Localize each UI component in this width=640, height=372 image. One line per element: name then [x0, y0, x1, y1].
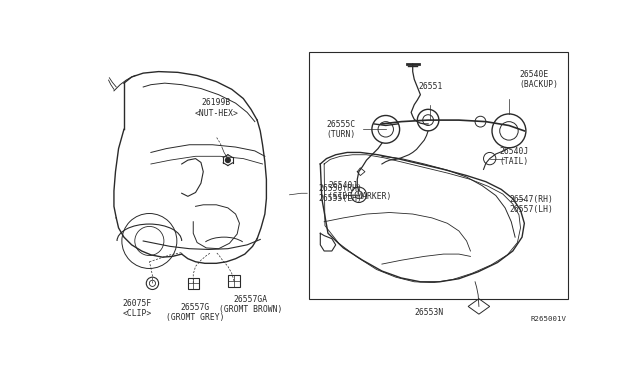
- Text: 26199B
<NUT-HEX>: 26199B <NUT-HEX>: [195, 98, 238, 118]
- Text: 26557G
(GROMT GREY): 26557G (GROMT GREY): [166, 302, 225, 322]
- Text: 26557GA
(GROMT BROWN): 26557GA (GROMT BROWN): [220, 295, 283, 314]
- Bar: [228, 275, 240, 287]
- Circle shape: [225, 157, 231, 163]
- Text: 26075F
<CLIP>: 26075F <CLIP>: [122, 299, 152, 318]
- Text: 26550(RH)
26555(LH): 26550(RH) 26555(LH): [318, 183, 362, 203]
- Text: 26540J
(SIDE MARKER): 26540J (SIDE MARKER): [328, 181, 392, 201]
- Text: 26540E
(BACKUP): 26540E (BACKUP): [519, 70, 558, 89]
- Bar: [188, 278, 198, 289]
- Text: 26540J
(TAIL): 26540J (TAIL): [500, 147, 529, 166]
- Bar: [308, 52, 568, 299]
- Text: 26551: 26551: [418, 82, 443, 91]
- Text: 26555C
(TURN): 26555C (TURN): [326, 120, 356, 139]
- Text: 26547(RH)
26557(LH): 26547(RH) 26557(LH): [509, 195, 554, 214]
- Text: 26553N: 26553N: [414, 308, 444, 317]
- Text: R265001V: R265001V: [531, 316, 566, 322]
